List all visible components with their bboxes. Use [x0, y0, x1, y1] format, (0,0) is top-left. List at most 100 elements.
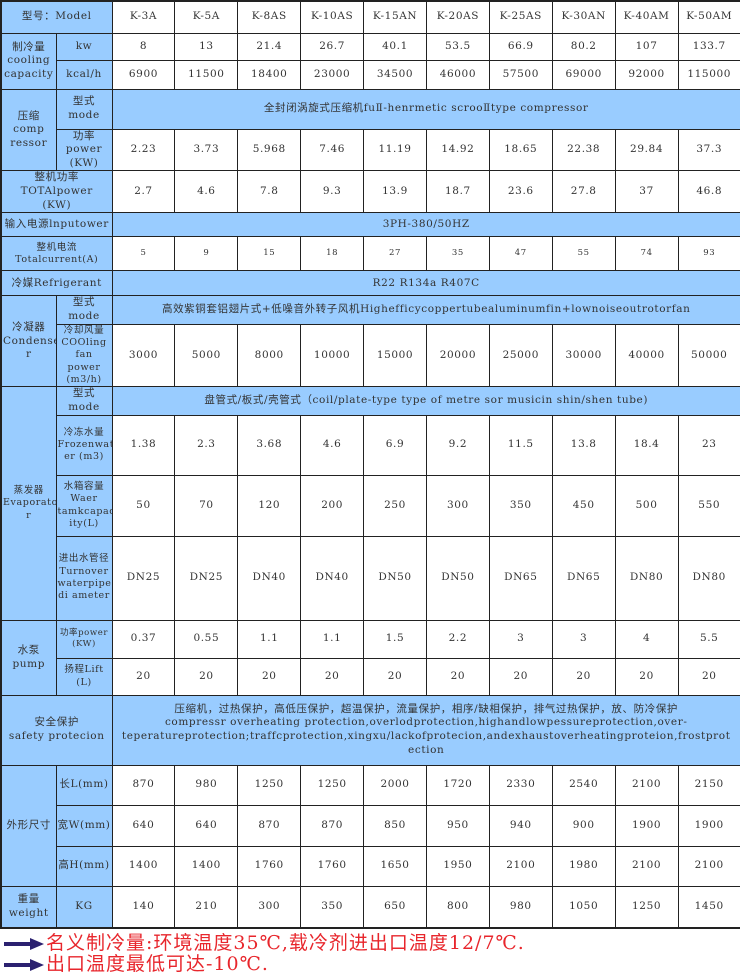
notes: 名义制冷量:环境温度35℃,载冷剂进出口温度12/7℃. 出口温度最低可达-10… [0, 929, 740, 975]
total-current-value: 47 [488, 236, 553, 272]
fan-airflow-label: 冷却风量 COOling fan power (m3/h) [55, 323, 113, 388]
pipe-diameter-value: DN50 [425, 535, 490, 621]
total-power-value: 9.3 [300, 170, 365, 214]
length-label: 长L(mm) [55, 764, 113, 806]
table-row: 水箱容量 Waer tamkcapac ity(L) 50 70 120 200 250 3… [1, 474, 740, 537]
pump-label: 水泵 pump [0, 619, 57, 696]
width-value: 870 [237, 804, 302, 847]
total-current-value: 5 [111, 236, 176, 272]
pump-power-value: 0.37 [111, 619, 176, 659]
cooling-kw-value: 8 [111, 32, 176, 61]
refrigerant-label: 冷媒Refrigerant [0, 270, 113, 297]
compressor-label: 压缩 comp ressor [0, 88, 57, 172]
pipe-diameter-value: DN65 [551, 535, 616, 621]
pump-power-value: 3 [488, 619, 553, 659]
table-row: 整机功率 TOTAlpower (KW) 2.7 4.6 7.8 9.3 13.9 18.7… [0, 170, 740, 214]
weight-value: 980 [488, 885, 553, 929]
weight-value: 1250 [614, 885, 679, 929]
cooling-kw-value: 26.7 [300, 32, 365, 61]
frozen-water-value: 11.5 [488, 414, 553, 476]
fan-airflow-value: 10000 [300, 323, 365, 388]
height-value: 1760 [300, 845, 365, 887]
pump-lift-value: 20 [425, 657, 490, 696]
frozen-water-value: 4.6 [300, 414, 365, 476]
cooling-kcal-value: 18400 [237, 59, 302, 90]
width-value: 1900 [614, 804, 679, 847]
frozen-water-value: 2.3 [174, 414, 239, 476]
pump-power-value: 1.5 [363, 619, 427, 659]
height-value: 2100 [488, 845, 553, 887]
weight-value: 300 [237, 885, 302, 929]
pump-lift-label: 扬程Lift (L) [55, 657, 113, 696]
pump-power-value: 4 [614, 619, 679, 659]
length-value: 2150 [677, 764, 740, 806]
table-row: 进出水管径 Turnover waterpipe di ameter DN25 DN… [1, 535, 740, 621]
tank-capacity-value: 120 [237, 474, 302, 537]
frozen-water-value: 1.38 [111, 414, 176, 476]
pump-lift-value: 20 [237, 657, 302, 696]
table-row: 冷冻水量 Frozenwat er (m3) 1.38 2.3 3.68 4.6 6.9 9… [1, 414, 740, 476]
table-row: 水泵 pump 功率power (KW) 0.37 0.55 1.1 1.1 1.5 2.2 3… [0, 619, 740, 696]
model-name: K-3A [111, 0, 176, 34]
height-value: 1650 [363, 845, 427, 887]
table-row: kcal/h 6900 11500 18400 23000 34500 46000 57500… [1, 59, 740, 90]
evaporator-mode-value: 盘管式/板式/壳管式（coil/plate-type type of metre… [111, 386, 740, 416]
weight-unit-label: KG [55, 885, 113, 929]
tank-capacity-value: 200 [300, 474, 365, 537]
weight-value: 1450 [677, 885, 740, 929]
frozen-water-value: 18.4 [614, 414, 679, 476]
total-current-value: 15 [237, 236, 302, 272]
table-row: 冷媒Refrigerant R22 R134a R407C [0, 270, 740, 297]
compressor-power-value: 7.46 [300, 128, 365, 172]
pump-lift-value: 20 [111, 657, 176, 696]
evaporator-mode-label: 型式mode [55, 386, 113, 416]
tank-capacity-value: 50 [111, 474, 176, 537]
model-name: K-20AS [425, 0, 490, 34]
arrow-right-icon [4, 958, 44, 971]
pump-lift-value: 20 [363, 657, 427, 696]
compressor-mode-label: 型式mode [55, 88, 113, 130]
tank-capacity-value: 550 [677, 474, 740, 537]
width-value: 940 [488, 804, 553, 847]
pump-power-value: 5.5 [677, 619, 740, 659]
total-current-value: 9 [174, 236, 239, 272]
length-value: 1250 [300, 764, 365, 806]
cooling-capacity-label: 制冷量 cooling capacity [0, 32, 57, 90]
safety-label: 安全保护 safety protecion [0, 694, 113, 766]
pump-lift-value: 20 [488, 657, 553, 696]
table-row: 压缩 comp ressor 型式mode 全封闭涡旋式压缩机fuⅡ-henrmet… [0, 88, 740, 172]
cooling-kw-value: 107 [614, 32, 679, 61]
tank-capacity-value: 350 [488, 474, 553, 537]
length-value: 1250 [237, 764, 302, 806]
cooling-kcal-value: 34500 [363, 59, 427, 90]
pipe-diameter-value: DN65 [488, 535, 553, 621]
fan-airflow-value: 8000 [237, 323, 302, 388]
total-power-label: 整机功率 TOTAlpower (KW) [0, 170, 113, 214]
pipe-diameter-value: DN40 [300, 535, 365, 621]
model-name: K-15AN [363, 0, 427, 34]
weight-value: 650 [363, 885, 427, 929]
length-value: 2540 [551, 764, 616, 806]
compressor-power-value: 18.65 [488, 128, 553, 172]
fan-airflow-value: 3000 [111, 323, 176, 388]
table-row: 冷却风量 COOling fan power (m3/h) 3000 5000 800… [1, 323, 740, 388]
pipe-diameter-value: DN80 [614, 535, 679, 621]
length-value: 870 [111, 764, 176, 806]
cooling-kcal-value: 69000 [551, 59, 616, 90]
total-power-value: 4.6 [174, 170, 239, 214]
note-2: 出口温度最低可达-10℃. [0, 954, 740, 975]
arrow-right-icon [4, 937, 44, 950]
note-text: 名义制冷量:环境温度35℃,载冷剂进出口温度12/7℃. [46, 932, 525, 955]
frozen-water-value: 13.8 [551, 414, 616, 476]
compressor-power-value: 37.3 [677, 128, 740, 172]
total-power-value: 13.9 [363, 170, 427, 214]
length-value: 2000 [363, 764, 427, 806]
total-power-value: 7.8 [237, 170, 302, 214]
fan-airflow-value: 20000 [425, 323, 490, 388]
note-1: 名义制冷量:环境温度35℃,载冷剂进出口温度12/7℃. [0, 933, 740, 954]
weight-value: 210 [174, 885, 239, 929]
height-value: 1400 [111, 845, 176, 887]
cooling-kcal-value: 46000 [425, 59, 490, 90]
total-current-label: 整机电流 Totalcurrent(A) [0, 236, 113, 272]
cooling-kw-value: 40.1 [363, 32, 427, 61]
